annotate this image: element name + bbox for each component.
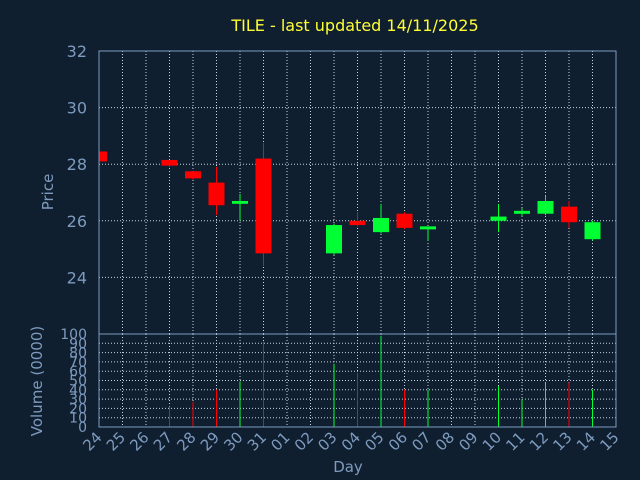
x-tick-label: 28 — [173, 428, 199, 454]
candlestick — [161, 159, 178, 168]
x-tick-label: 26 — [126, 428, 152, 454]
x-tick-label: 08 — [432, 428, 458, 454]
candle-body — [373, 217, 389, 233]
x-tick-label: 29 — [197, 428, 223, 454]
x-tick-label: 11 — [502, 428, 528, 454]
candle-body — [537, 200, 554, 214]
candle-body — [232, 200, 248, 204]
candle-body — [99, 151, 107, 162]
volume-tick-label: 30 — [69, 392, 87, 408]
x-tick-label: 05 — [361, 428, 387, 454]
candlestick — [514, 208, 530, 217]
price-tick-label: 32 — [67, 42, 87, 61]
x-tick-label: 15 — [596, 428, 622, 454]
price-tick-label: 30 — [67, 99, 87, 118]
candle-body — [490, 216, 507, 221]
volume-tick-label: 100 — [60, 327, 87, 343]
candle-body — [349, 220, 366, 226]
volume-tick-label: 50 — [69, 374, 87, 390]
volume-plot-frame — [98, 333, 617, 428]
candle-body — [561, 206, 577, 223]
price-tick-label: 26 — [67, 212, 87, 231]
x-axis-label: Day — [333, 458, 363, 476]
x-tick-label: 31 — [244, 428, 270, 454]
candle-body — [396, 213, 413, 228]
candle-body — [420, 226, 436, 230]
volume-tick-label: 70 — [69, 355, 87, 371]
volume-tick-label: 10 — [69, 411, 87, 427]
x-tick-label: 30 — [220, 428, 246, 454]
x-tick-label: 06 — [385, 428, 411, 454]
candlestick — [537, 195, 554, 216]
candle-body — [255, 158, 272, 254]
volume-tick-label: 80 — [69, 346, 87, 362]
x-tick-label: 04 — [338, 428, 364, 454]
candlestick — [208, 167, 225, 216]
volume-tick-label: 0 — [78, 420, 87, 436]
x-tick-label: 07 — [408, 428, 434, 454]
x-tick-label: 12 — [526, 428, 552, 454]
x-tick-label: 14 — [573, 428, 599, 454]
candlestick — [326, 223, 342, 255]
candlestick — [349, 212, 366, 227]
candle-body — [584, 222, 601, 240]
x-tick-label: 09 — [455, 428, 481, 454]
price-axis-label: Price — [39, 174, 57, 211]
x-tick-label: 03 — [314, 428, 340, 454]
candlestick — [584, 220, 601, 241]
price-tick-label: 28 — [67, 155, 87, 174]
candle-body — [161, 159, 178, 166]
chart-title: TILE - last updated 14/11/2025 — [230, 16, 478, 35]
candle-body — [326, 225, 342, 254]
volume-tick-label: 20 — [69, 401, 87, 417]
volume-tick-label: 90 — [69, 336, 87, 352]
candlestick — [185, 171, 201, 180]
price-panel: 24 26 28 30 32 — [67, 42, 617, 335]
volume-tick-label: 40 — [69, 383, 87, 399]
candlestick — [232, 193, 248, 221]
candlestick — [98, 151, 107, 162]
x-tick-label: 13 — [549, 428, 575, 454]
x-tick-label: 10 — [479, 428, 505, 454]
x-tick-label: 27 — [150, 428, 176, 454]
x-tick-label: 02 — [291, 428, 317, 454]
candle-body — [185, 171, 201, 179]
volume-axis-label: Volume (0000) — [28, 326, 46, 436]
x-tick-labels: 2425262728293031010203040506070809101112… — [79, 428, 622, 454]
x-tick-label: 25 — [103, 428, 129, 454]
x-tick-label: 01 — [267, 428, 293, 454]
candlestick — [255, 142, 272, 267]
candle-body — [208, 182, 225, 206]
candle-body — [514, 210, 530, 214]
candlestick — [396, 212, 413, 230]
price-tick-label: 24 — [67, 268, 87, 287]
candlestick — [490, 203, 507, 233]
candlestick — [420, 226, 436, 241]
candlestick — [561, 200, 577, 228]
candlestick — [373, 203, 389, 234]
volume-tick-label: 60 — [69, 364, 87, 380]
